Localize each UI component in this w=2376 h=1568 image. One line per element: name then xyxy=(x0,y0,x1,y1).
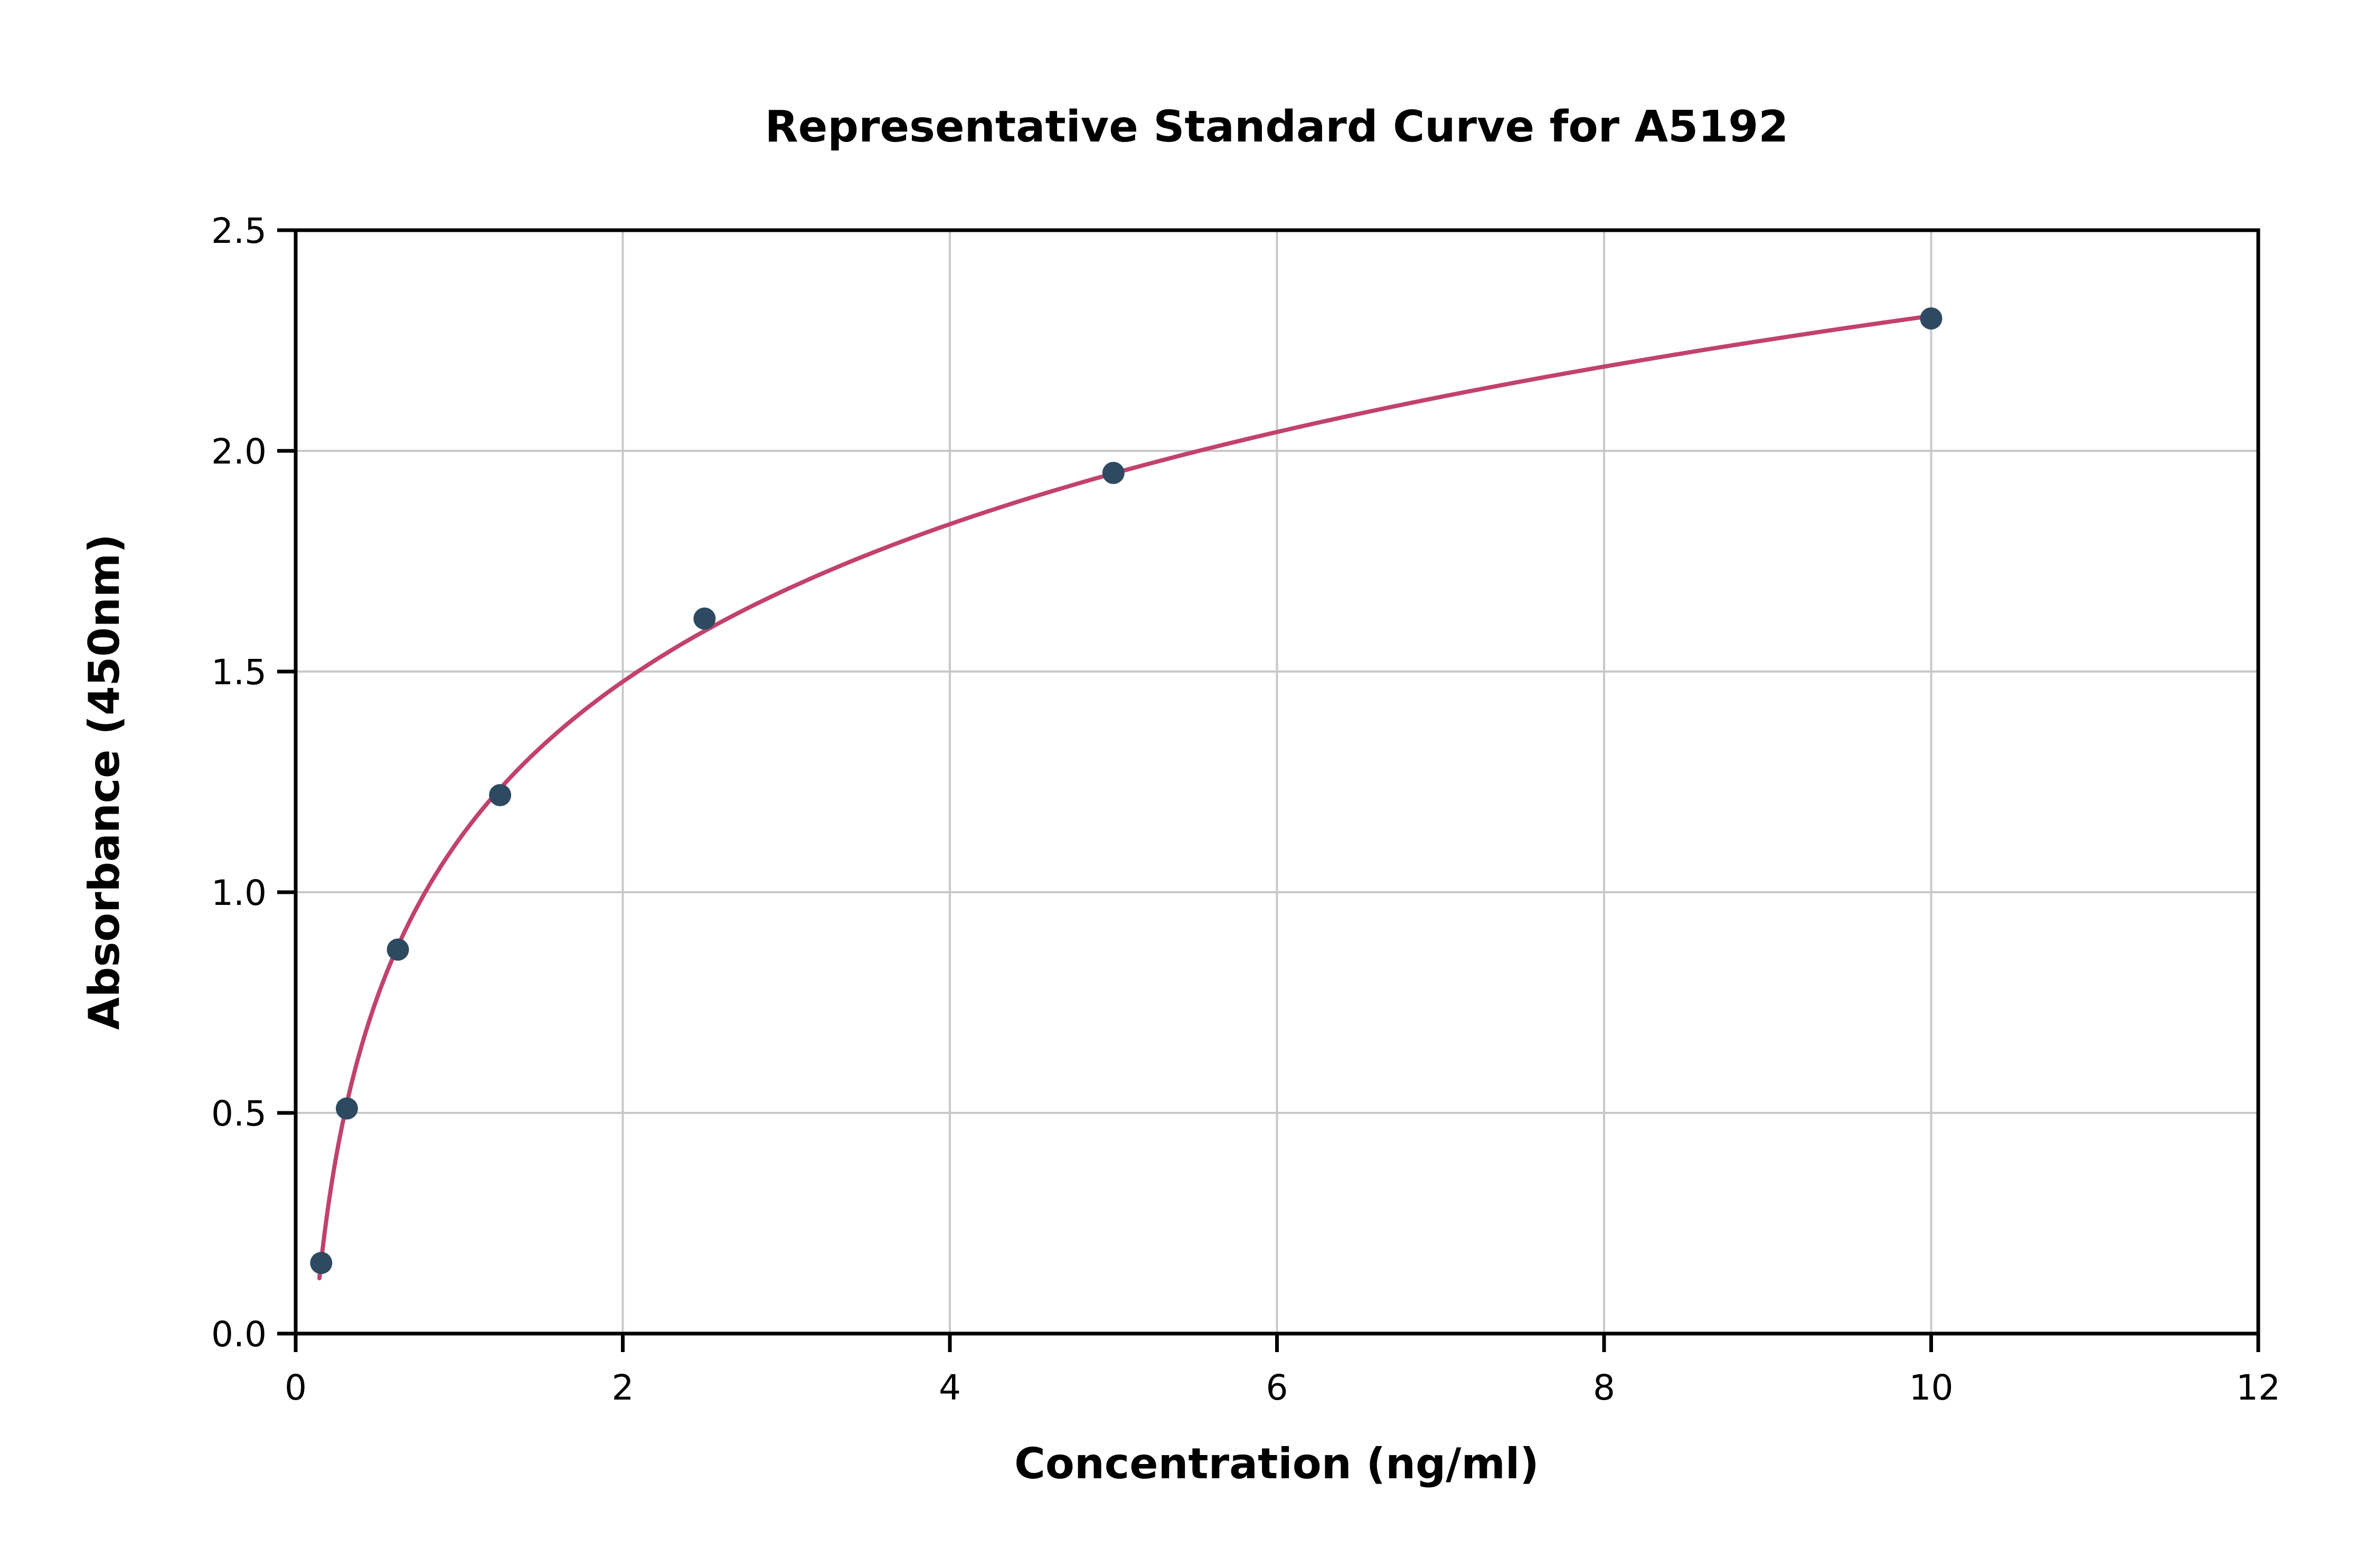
x-tick-label: 10 xyxy=(1909,1367,1954,1408)
data-point xyxy=(693,607,716,630)
y-tick-label: 1.5 xyxy=(211,652,267,693)
data-point xyxy=(386,938,409,961)
x-tick-label: 2 xyxy=(612,1367,634,1408)
x-axis-label: Concentration (ng/ml) xyxy=(1014,1439,1539,1488)
chart-title: Representative Standard Curve for A5192 xyxy=(765,102,1789,152)
x-tick-label: 6 xyxy=(1266,1367,1288,1408)
data-point xyxy=(335,1097,358,1120)
y-tick-label: 0.5 xyxy=(211,1093,267,1134)
y-tick-label: 0.0 xyxy=(211,1314,267,1355)
tick-marks-and-labels: 0 2 4 6 8 10 12 0.0 0.5 1.0 1.5 2.0 2.5 xyxy=(211,211,2280,1408)
y-tick-label: 2.5 xyxy=(211,211,267,251)
data-series xyxy=(310,307,1943,1281)
x-tick-label: 8 xyxy=(1593,1367,1615,1408)
x-tick-label: 4 xyxy=(939,1367,961,1408)
x-tick-label: 12 xyxy=(2236,1367,2280,1408)
x-tick-label: 0 xyxy=(285,1367,307,1408)
y-tick-label: 2.0 xyxy=(211,431,267,472)
data-point xyxy=(489,784,512,807)
data-point xyxy=(310,1252,333,1274)
y-axis-label: Absorbance (450nm) xyxy=(80,534,129,1029)
data-point xyxy=(1102,461,1125,484)
data-point xyxy=(1920,307,1943,330)
y-tick-label: 1.0 xyxy=(211,873,267,913)
